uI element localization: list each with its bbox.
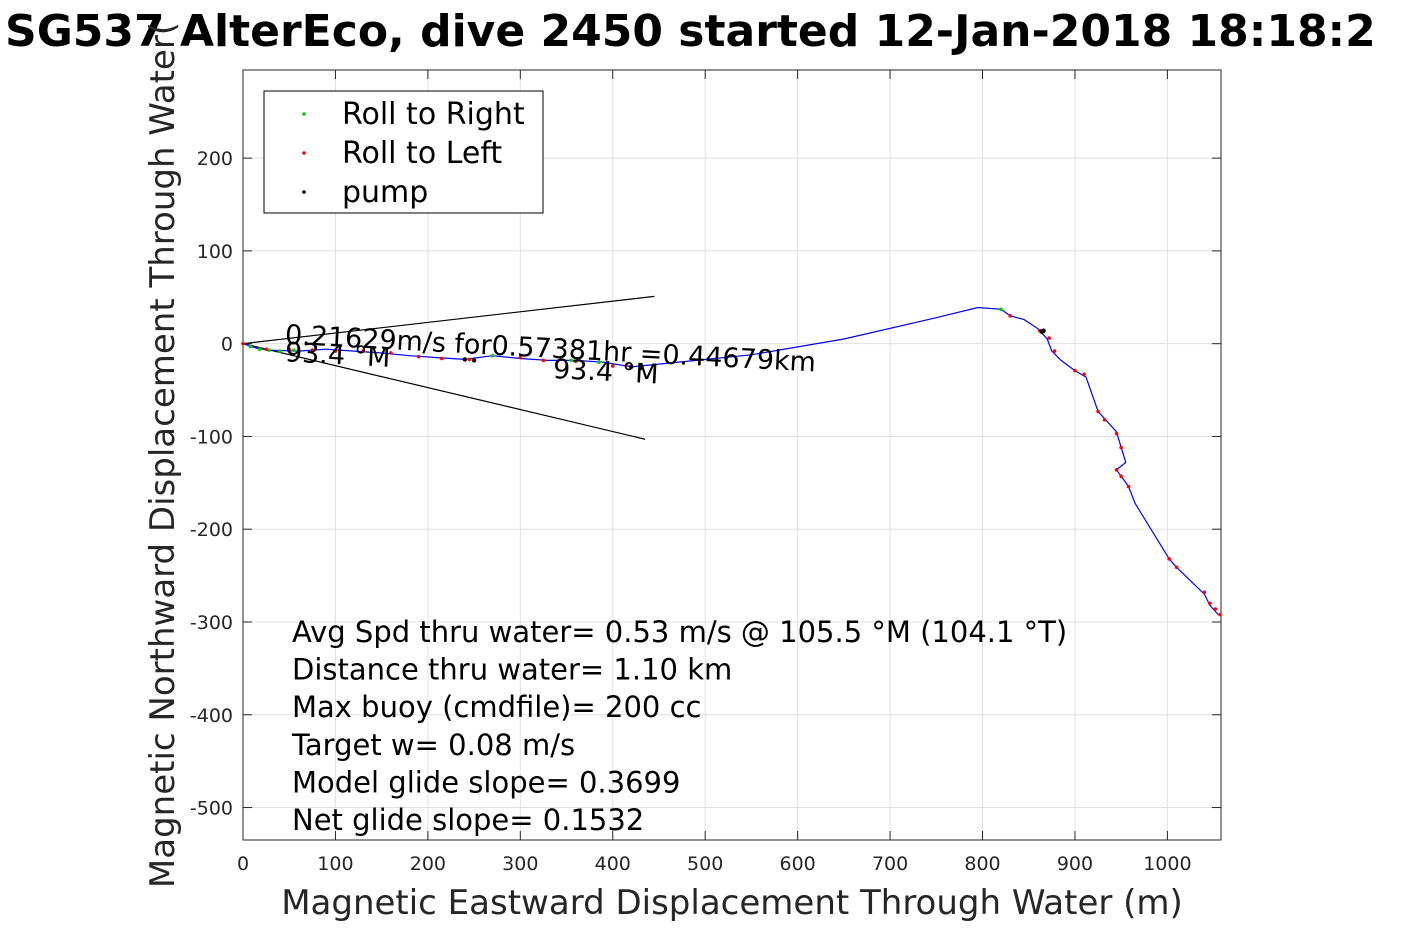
roll-left-point bbox=[624, 363, 629, 367]
x-tick-label: 800 bbox=[964, 853, 1000, 875]
roll-left-point bbox=[264, 347, 268, 352]
stat-line: Model glide slope= 0.3699 bbox=[292, 765, 680, 799]
roll-left-point bbox=[1102, 417, 1107, 422]
roll-right-point bbox=[257, 347, 262, 352]
x-axis-label: Magnetic Eastward Displacement Through W… bbox=[281, 883, 1183, 923]
x-tick-label: 300 bbox=[502, 853, 538, 875]
roll-left-point bbox=[333, 349, 338, 353]
roll-left-point bbox=[1114, 468, 1119, 472]
roll-left-point bbox=[541, 358, 546, 363]
roll-left-point bbox=[1126, 484, 1131, 489]
roll-left-point bbox=[310, 348, 315, 352]
heading-line bbox=[242, 295, 655, 345]
roll-left-point bbox=[439, 356, 444, 361]
heading-line bbox=[242, 343, 646, 440]
legend: Roll to Right Roll to Left pump bbox=[263, 90, 544, 214]
roll-right-point bbox=[597, 360, 601, 365]
y-tick-label: -200 bbox=[190, 519, 233, 541]
y-tick-label: -400 bbox=[190, 705, 233, 727]
y-tick-label: -500 bbox=[190, 798, 233, 820]
y-tick-label: 100 bbox=[197, 241, 233, 263]
roll-left-point bbox=[287, 347, 292, 352]
roll-left-point bbox=[467, 357, 472, 362]
roll-left-point bbox=[518, 355, 523, 360]
roll-left-point bbox=[1202, 590, 1207, 595]
roll-left-point bbox=[241, 341, 245, 346]
plot-data bbox=[241, 295, 1222, 617]
legend-entry-label: pump bbox=[342, 175, 428, 210]
roll-left-point bbox=[1218, 612, 1222, 617]
pump-point bbox=[471, 358, 477, 363]
x-tick-label: 200 bbox=[410, 853, 446, 875]
roll-left-point bbox=[1114, 431, 1119, 436]
pump-point bbox=[1041, 328, 1046, 333]
chart-title: SG537 AlterEco, dive 2450 started 12-Jan… bbox=[5, 6, 1376, 57]
track-annotation: 93.4 °M bbox=[284, 337, 391, 373]
pump-point bbox=[629, 364, 634, 370]
pump-point bbox=[638, 365, 643, 370]
legend-marker bbox=[302, 112, 306, 116]
roll-left-point bbox=[610, 364, 615, 368]
roll-left-point bbox=[1082, 372, 1086, 377]
x-tick-label: 600 bbox=[779, 853, 815, 875]
stat-line: Net glide slope= 0.1532 bbox=[292, 803, 644, 837]
x-tick-label: 400 bbox=[595, 853, 631, 875]
roll-left-point bbox=[416, 354, 421, 359]
x-tick-label: 1000 bbox=[1143, 853, 1191, 875]
axis-ticks: 0 100 200 300 400 500 600 700 800 900 10002001000-… bbox=[190, 70, 1221, 875]
roll-left-point bbox=[1167, 557, 1172, 561]
roll-right-point bbox=[248, 344, 253, 349]
stat-line: Target w= 0.08 m/s bbox=[291, 728, 575, 762]
dive-statistics: Avg Spd thru water= 0.53 m/s @ 105.5 °M … bbox=[291, 615, 1067, 837]
y-tick-label: 0 bbox=[221, 334, 233, 356]
legend-entry-label: Roll to Right bbox=[342, 97, 525, 132]
roll-left-point bbox=[361, 349, 365, 353]
plot-area-frame bbox=[242, 69, 1222, 841]
legend-marker bbox=[302, 151, 306, 155]
x-tick-label: 500 bbox=[687, 853, 723, 875]
roll-left-point bbox=[1052, 349, 1057, 353]
x-tick-label: 700 bbox=[872, 853, 908, 875]
roll-left-point bbox=[1208, 601, 1212, 606]
roll-left-point bbox=[1008, 314, 1013, 318]
roll-left-point bbox=[1119, 445, 1123, 450]
y-tick-label: -300 bbox=[190, 612, 233, 634]
roll-left-point bbox=[389, 351, 393, 355]
roll-right-point bbox=[278, 349, 282, 353]
legend-marker bbox=[302, 190, 306, 194]
roll-left-point bbox=[1096, 409, 1100, 414]
y-tick-label: 200 bbox=[197, 148, 233, 170]
roll-left-point bbox=[1119, 474, 1123, 479]
roll-left-point bbox=[573, 359, 578, 364]
y-axis-label: Magnetic Northward Displacement Through … bbox=[143, 22, 183, 888]
roll-left-point bbox=[1174, 565, 1179, 570]
roll-right-point bbox=[267, 348, 271, 352]
legend-box bbox=[263, 90, 544, 214]
y-tick-label: -100 bbox=[190, 426, 233, 448]
stat-line: Avg Spd thru water= 0.53 m/s @ 105.5 °M … bbox=[292, 615, 1067, 649]
pump-point bbox=[462, 357, 468, 362]
roll-left-point bbox=[1213, 607, 1218, 611]
stat-line: Max buoy (cmdfile)= 200 cc bbox=[292, 690, 701, 724]
roll-left-point bbox=[1047, 336, 1051, 340]
roll-right-point bbox=[490, 353, 495, 358]
roll-right-point bbox=[292, 348, 296, 352]
track-annotation: 93.4 °M bbox=[552, 354, 659, 390]
stat-line: Distance thru water= 1.10 km bbox=[292, 653, 732, 687]
x-tick-label: 0 bbox=[237, 853, 249, 875]
x-tick-label: 900 bbox=[1057, 853, 1093, 875]
roll-right-point bbox=[999, 307, 1003, 312]
legend-entry-label: Roll to Left bbox=[342, 136, 502, 171]
roll-left-point bbox=[1073, 368, 1077, 373]
x-tick-label: 100 bbox=[317, 853, 353, 875]
roll-right-point bbox=[569, 358, 573, 363]
